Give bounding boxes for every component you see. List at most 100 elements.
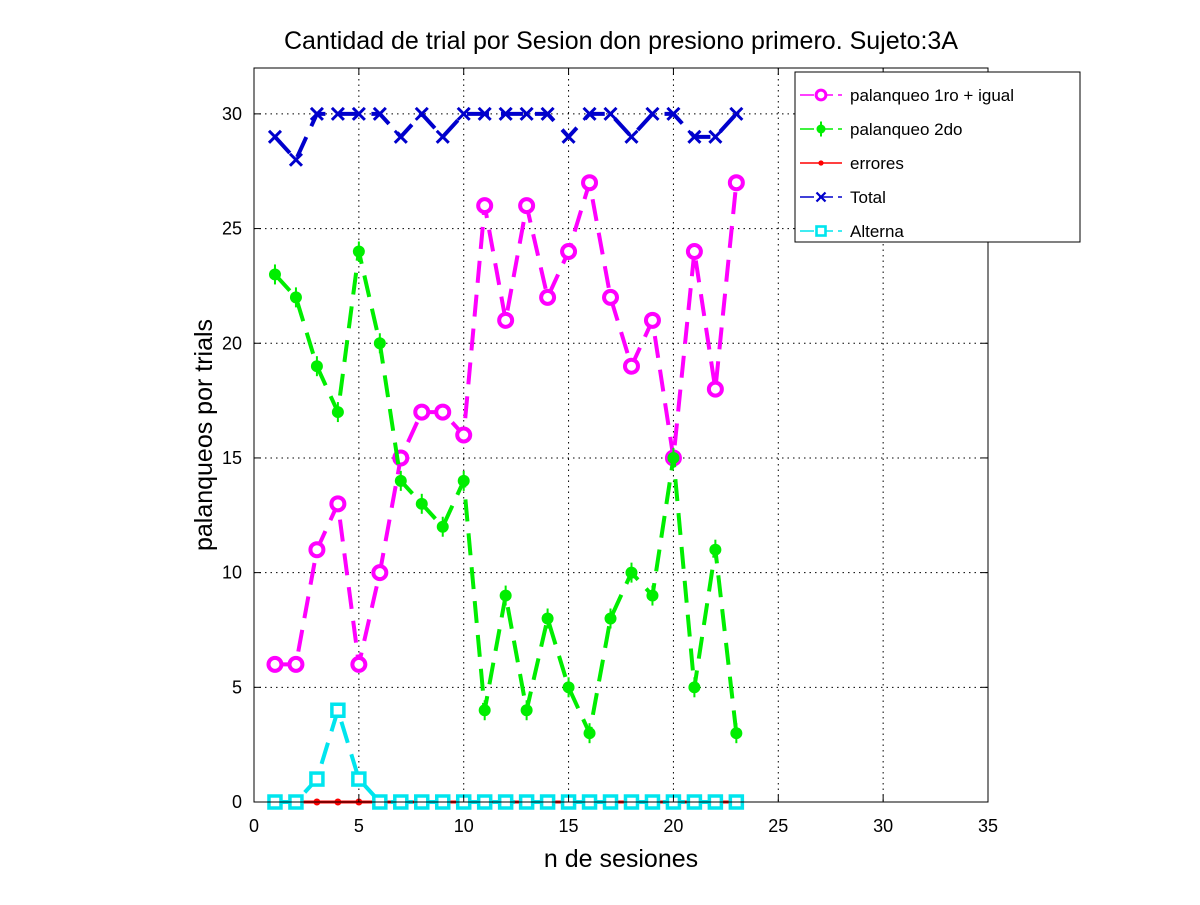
legend-marker	[814, 88, 828, 102]
data-point	[667, 447, 680, 468]
data-point	[497, 311, 515, 329]
data-point	[350, 655, 368, 673]
legend-entry: Total	[800, 188, 886, 207]
data-point	[709, 539, 722, 560]
data-point	[499, 585, 512, 606]
data-point	[289, 287, 302, 308]
data-point	[519, 106, 534, 121]
data-point	[308, 541, 326, 559]
x-tick-label: 10	[454, 816, 474, 836]
data-point	[413, 403, 431, 421]
data-point	[603, 106, 618, 121]
axis-ticks: 0 5 10 15 20 25 30 35 0 5 10 15 20 25 30	[222, 68, 998, 836]
y-tick-label: 0	[232, 792, 242, 812]
data-point	[478, 700, 491, 721]
series-palanqueo-1ro-igual	[266, 174, 745, 673]
data-point	[560, 243, 578, 260]
data-point	[268, 264, 281, 285]
data-point	[645, 106, 660, 121]
data-point	[394, 470, 407, 491]
data-point	[539, 288, 557, 306]
y-tick-label: 30	[222, 104, 242, 124]
data-point	[622, 357, 640, 375]
data-point	[309, 106, 324, 121]
legend-entry: Alterna	[800, 222, 904, 241]
data-point	[434, 403, 452, 421]
y-tick-label: 15	[222, 448, 242, 468]
data-point	[309, 771, 325, 787]
data-point	[330, 106, 345, 121]
data-point	[393, 129, 408, 144]
series-line	[273, 249, 739, 736]
x-tick-label: 5	[354, 816, 364, 836]
data-point	[329, 495, 347, 513]
legend-entry: errores	[800, 154, 904, 173]
legend-label: palanqueo 1ro + igual	[850, 86, 1014, 105]
legend-label: Total	[850, 188, 886, 207]
legend-box	[794, 71, 1081, 243]
data-point	[435, 129, 450, 144]
legend-marker	[818, 160, 824, 166]
x-tick-label: 20	[663, 816, 683, 836]
x-tick-label: 15	[559, 816, 579, 836]
data-point	[266, 655, 284, 673]
legend-entry: palanqueo 2do	[800, 120, 963, 139]
data-point	[727, 174, 745, 192]
y-tick-label: 10	[222, 563, 242, 583]
series-palanqueo-2do	[268, 241, 743, 744]
legend: palanqueo 1ro + igual palanqueo 2do errore…	[794, 71, 1081, 243]
data-point	[436, 516, 449, 537]
data-point	[351, 771, 367, 787]
x-tick-label: 30	[873, 816, 893, 836]
data-point	[352, 241, 365, 262]
data-point	[518, 197, 536, 215]
data-point	[330, 702, 346, 718]
data-point	[288, 152, 304, 167]
data-point	[604, 608, 617, 629]
data-point	[371, 564, 389, 582]
data-point	[310, 356, 323, 377]
data-point	[666, 106, 681, 121]
plot-frame	[253, 67, 989, 803]
data-point	[455, 426, 473, 444]
data-point	[541, 608, 554, 629]
data-point	[729, 106, 744, 121]
y-axis-label: palanqueos por trials	[190, 319, 218, 551]
chart-title: Cantidad de trial por Sesion don presion…	[284, 27, 958, 55]
legend-entry: palanqueo 1ro + igual	[800, 86, 1014, 105]
data-point	[372, 106, 387, 121]
data-point	[581, 174, 599, 192]
series-total	[267, 106, 744, 167]
data-point	[351, 106, 366, 121]
data-point	[267, 129, 283, 144]
data-point	[562, 677, 575, 698]
data-point	[520, 700, 533, 721]
data-point	[415, 493, 428, 514]
y-tick-label: 25	[222, 219, 242, 239]
data-point	[540, 106, 555, 121]
data-point	[414, 106, 429, 121]
data-point	[602, 288, 620, 306]
legend-marker	[815, 191, 827, 203]
data-point	[561, 129, 576, 144]
x-tick-label: 0	[249, 816, 259, 836]
data-point	[706, 380, 724, 398]
x-tick-label: 35	[978, 816, 998, 836]
data-point	[730, 723, 743, 744]
data-point	[582, 106, 597, 121]
data-point	[498, 106, 513, 121]
series-layer	[266, 106, 745, 810]
legend-marker	[816, 121, 826, 137]
data-point	[643, 311, 661, 329]
data-point	[456, 106, 471, 121]
data-point	[687, 129, 702, 144]
data-point	[583, 723, 596, 744]
x-axis-label: n de sesiones	[544, 845, 698, 873]
data-point	[331, 402, 344, 423]
data-point	[708, 129, 723, 144]
data-point	[373, 333, 386, 354]
data-point	[646, 585, 659, 606]
data-point	[625, 562, 638, 583]
